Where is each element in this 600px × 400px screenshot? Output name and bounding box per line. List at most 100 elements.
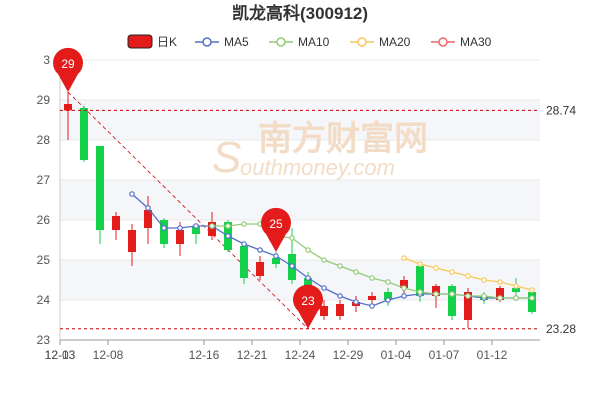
ma5-point [321,285,327,291]
marker-pin-shape [292,284,323,329]
candle-body [80,108,88,160]
y-axis: 23 24 25 26 27 28 29 3 [37,53,61,347]
candle-body [528,292,536,312]
marker-pin: 25 [261,207,291,252]
y-tick-label: 23 [37,333,51,347]
ma10-point [433,291,439,297]
watermark-url: outhmoney.com [240,155,395,180]
ma20-point [433,265,439,271]
ma5-point [369,303,375,309]
reference-line-label: 23.28 [546,322,576,336]
candle [256,256,264,280]
ma20-point [497,279,503,285]
candle-body [416,266,424,296]
legend-item-日k[interactable]: 日K [127,34,177,49]
trend-line [67,91,309,330]
x-tick-label: 01-07 [429,348,460,362]
legend-item-ma10[interactable]: MA10 [269,35,330,49]
candle [528,290,536,314]
candle [384,288,392,306]
y-tick-label: 3 [43,53,50,67]
legend-swatch-dot [438,37,448,47]
legend-item-ma20[interactable]: MA20 [350,35,411,49]
ma5-point [193,223,199,229]
ma5-point [305,275,311,281]
y-tick-label: 29 [37,93,51,107]
marker-pin-shape [261,207,291,252]
x-tick-label: 12-21 [237,348,268,362]
candle-body [192,226,200,234]
x-axis: 12-03 12-08 12-13 12-16 12-21 12-24 12-29 01-04… [45,339,540,362]
legend-label: 日K [157,35,177,49]
ma10-point [513,295,519,301]
candle-body [368,296,376,300]
candle-body [208,222,216,236]
markers: 29 25 23 [53,47,323,329]
candle [448,284,456,320]
ma20-point [481,277,487,283]
candle [112,212,120,240]
ma5-point [225,233,231,239]
y-tick-label: 28 [37,133,51,147]
marker-pin-label: 25 [269,217,283,231]
candle [320,300,328,320]
candle [128,224,136,266]
ma5-point [257,247,263,253]
candle [96,146,104,244]
ma20-point [465,273,471,279]
x-tick-label: 12-24 [285,348,316,362]
x-tick-label: 12-13 [45,348,76,362]
ma5-point [289,263,295,269]
candle-body [64,104,72,111]
ma10-point [289,235,295,241]
reference-lines: 28.74 23.28 [60,103,576,336]
ma10-point [209,223,215,229]
legend-item-ma30[interactable]: MA30 [431,35,492,49]
ma5-point [385,297,391,303]
ma20-point [513,283,519,289]
candle-body [432,286,440,296]
y-tick-label: 25 [37,253,51,267]
ma5-point [353,299,359,305]
grid-band [60,180,540,220]
candle-body [96,146,104,230]
ma5-point [145,205,151,211]
ma10-point [353,269,359,275]
ma5-point [401,293,407,299]
candle-body [336,304,344,316]
ma20-point [449,269,455,275]
x-tick-label: 01-04 [381,348,412,362]
candle-body [496,288,504,300]
candle [240,244,248,284]
ma10-point [401,285,407,291]
ma20-point [401,255,407,261]
ma20-point [529,287,535,293]
candle [368,292,376,304]
legend-swatch-dot [357,37,367,47]
marker-pin: 23 [292,284,323,329]
legend-label: MA30 [460,35,492,49]
legend-item-ma5[interactable]: MA5 [195,35,249,49]
candle [80,106,88,162]
candle [160,218,168,248]
candle-body [112,216,120,230]
candle-body [256,262,264,276]
legend-swatch-dot [202,37,212,47]
marker-pin-label: 29 [61,57,75,71]
candles [64,92,536,329]
ma10-point [225,223,231,229]
marker-pin: 29 [53,47,84,92]
legend-swatch-dot [276,37,286,47]
y-tick-label: 26 [37,213,51,227]
legend-label: MA5 [224,35,249,49]
legend[interactable]: 日K MA5 MA10 MA20 MA30 [127,34,492,49]
ma10-point [337,263,343,269]
chart-title: 凯龙高科(300912) [232,3,368,23]
candle-body [176,230,184,244]
candle-body [512,288,520,292]
candle-body [144,210,152,228]
ma5-point [273,253,279,259]
candle [336,300,344,320]
candle-body [240,246,248,278]
